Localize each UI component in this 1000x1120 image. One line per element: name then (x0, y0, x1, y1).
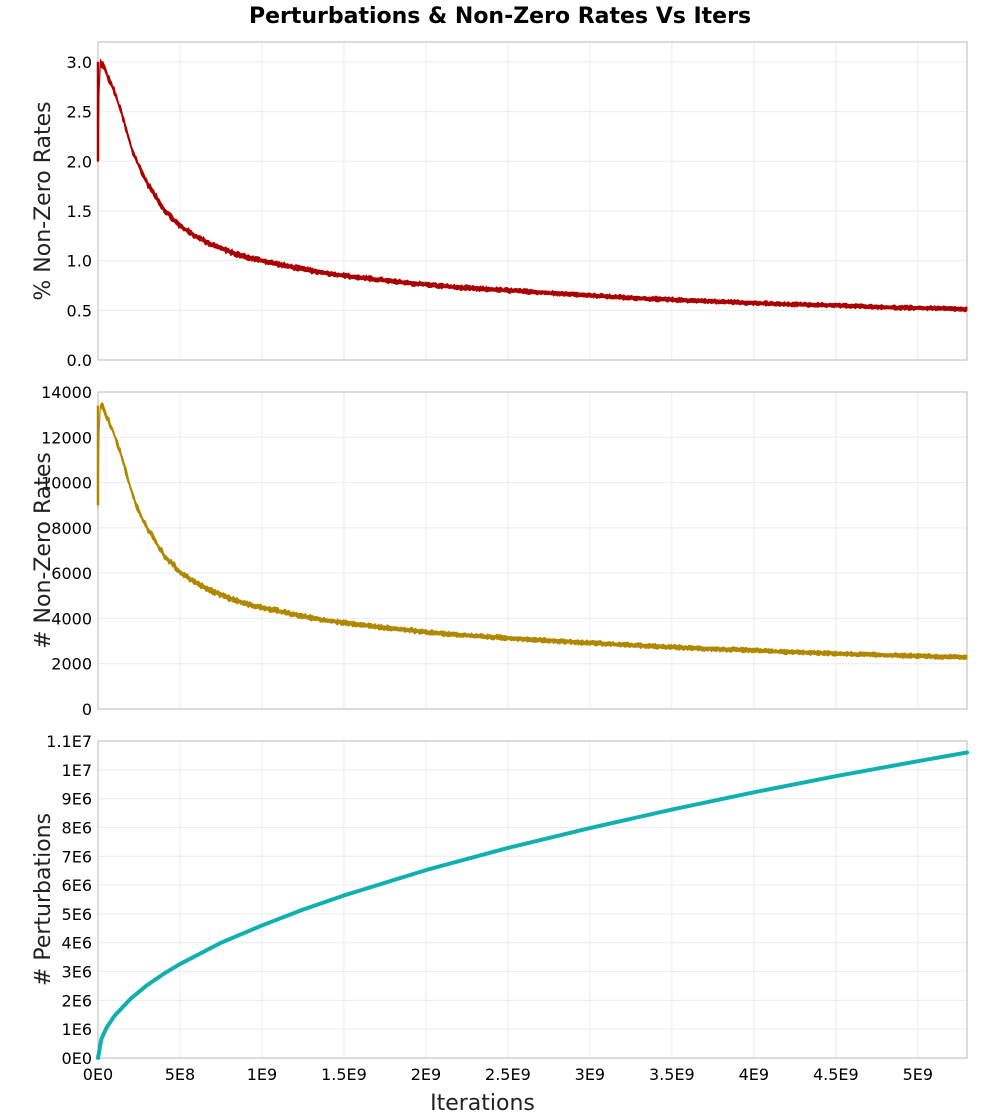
y-tick-label: 0 (82, 700, 92, 719)
x-tick-label: 4E9 (739, 1065, 769, 1084)
x-tick-label: 1E9 (247, 1065, 277, 1084)
y-tick-label: 12000 (41, 428, 92, 447)
y-tick-label: 8E6 (62, 818, 92, 837)
series-line (96, 750, 969, 1060)
panel-2: 0 2000 4000 6000 8000 10000 12000 14000 # Non-Ze… (31, 383, 968, 719)
x-axis-label: Iterations (430, 1091, 535, 1116)
panel-3: 0E0 1E6 2E6 3E6 4E6 5E6 6E6 7E6 8E6 9E6 1E7 1.1E7 # … (31, 732, 969, 1116)
y-tick-label: 3E6 (62, 963, 92, 982)
x-tick-label: 3.5E9 (649, 1065, 695, 1084)
y-tick-label: 1.5 (67, 202, 92, 221)
x-tick-label: 0E0 (83, 1065, 113, 1084)
y-tick-label: 0.5 (67, 301, 92, 320)
x-tick-label: 5E9 (903, 1065, 933, 1084)
series-band (97, 57, 968, 313)
plot-frame (97, 740, 968, 1059)
x-tick-label: 3E9 (575, 1065, 605, 1084)
panel-1: 0.0 0.5 1.0 1.5 2.0 2.5 3.0 % Non-Zero Rates (31, 41, 968, 370)
series-band (97, 402, 968, 661)
y-tick-label: 2000 (51, 655, 92, 674)
chart-title: Perturbations & Non-Zero Rates Vs Iters (249, 4, 751, 29)
y-tick-label: 14000 (41, 383, 92, 402)
y-tick-label: 6E6 (62, 876, 92, 895)
y-tick-label: 5E6 (62, 905, 92, 924)
y-tick-label: 7E6 (62, 847, 92, 866)
chart-panels: 0.0 0.5 1.0 1.5 2.0 2.5 3.0 % Non-Zero Rates 0 20… (31, 41, 969, 1116)
y-tick-label: 3.0 (67, 53, 92, 72)
x-tick-label: 2E9 (411, 1065, 441, 1084)
plot-frame (97, 391, 968, 710)
y-tick-label: 1.0 (67, 252, 92, 271)
y-tick-label: 1E7 (62, 761, 92, 780)
x-tick-label: 4.5E9 (813, 1065, 859, 1084)
y-tick-label: 10000 (41, 474, 92, 493)
y-axis-label: # Non-Zero Rates (31, 452, 56, 649)
y-tick-label: 1E6 (62, 1020, 92, 1039)
plot-frame (97, 41, 968, 361)
x-tick-label: 5E8 (165, 1065, 195, 1084)
y-tick-label: 4000 (51, 609, 92, 628)
x-tick-label: 2.5E9 (485, 1065, 531, 1084)
y-tick-label: 0E0 (62, 1049, 92, 1068)
y-tick-label: 2E6 (62, 991, 92, 1010)
y-axis-label: # Perturbations (31, 813, 56, 986)
y-tick-label: 2.0 (67, 152, 92, 171)
y-axis-label: % Non-Zero Rates (31, 101, 56, 300)
y-tick-label: 8000 (51, 519, 92, 538)
y-tick-label: 2.5 (67, 103, 92, 122)
y-tick-label: 4E6 (62, 934, 92, 953)
y-tick-label: 6000 (51, 564, 92, 583)
y-tick-label: 1.1E7 (46, 732, 92, 751)
y-tick-label: 0.0 (67, 351, 92, 370)
x-tick-label: 1.5E9 (321, 1065, 367, 1084)
y-tick-label: 9E6 (62, 790, 92, 809)
